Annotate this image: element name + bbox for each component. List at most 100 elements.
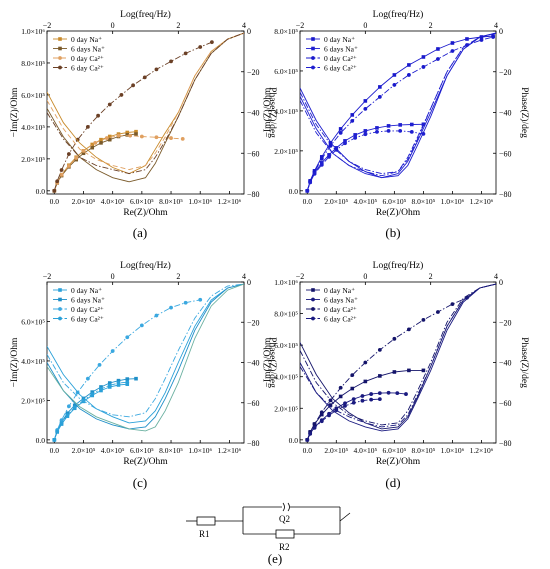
data-point-circle [107,102,112,107]
data-point-square [99,141,103,145]
y2-tick-label: −60 [499,399,512,408]
x-tick-label: 4.0×10⁵ [353,446,377,455]
x2-tick-label: 4 [242,272,246,281]
data-point-circle [66,152,71,156]
x2-tick-label: 2 [429,21,433,30]
x-tick-label: 8.0×10⁵ [159,197,183,206]
data-point-square [421,368,426,373]
y2-tick-label: −20 [247,68,260,77]
data-point-circle [154,67,159,72]
x2-tick-label: 2 [429,272,433,281]
data-point-square [363,379,368,384]
resistor-r1 [196,516,216,526]
data-point-circle [96,113,100,118]
x2-tick-label: −2 [43,21,52,30]
data-point-circle [139,134,144,139]
legend-swatch-marker [58,316,62,321]
x-tick-label: 6.0×10⁵ [130,197,154,206]
data-point-circle [450,302,455,306]
data-point-square [386,124,391,128]
data-point-circle [74,156,79,160]
series-group [47,283,244,442]
data-point-circle [327,154,331,159]
y-tick-label: 8.0×10⁵ [274,27,298,36]
y-tick-label: 0.0 [36,436,46,445]
data-point-circle [377,347,382,352]
data-point-circle [377,391,382,396]
legend-swatch-marker [311,316,315,321]
data-point-circle [338,130,343,135]
data-point-circle [125,335,130,340]
x-tick-label: 0.0 [50,197,60,206]
y2-tick-label: −80 [499,439,512,448]
data-point-circle [343,401,347,406]
legend-swatch-marker [311,65,315,70]
data-point-square [125,377,130,381]
legend-label: 0 day Ca²⁺ [71,54,104,63]
x2-tick-label: 2 [176,272,180,281]
label-q2: Q2 [279,514,290,524]
data-point-square [334,146,339,150]
data-point-circle [52,437,57,442]
data-point-circle [142,75,147,80]
data-point-circle [169,305,173,310]
legend-swatch-marker [58,56,62,60]
panel-label: (b) [385,225,400,240]
y-axis-title: −Im(Z)/Ohm [262,87,273,137]
data-point-circle [65,413,70,418]
y2-axis-title: Phase(Z)/deg [267,87,278,138]
data-point-square [72,403,77,408]
x-tick-label: 1.2×10⁶ [470,446,494,455]
label-r2: R2 [279,542,290,552]
data-point-circle [392,83,397,87]
data-point-circle [369,392,374,396]
x2-axis-title: Log(freq/Hz) [120,9,171,20]
y-tick-label: 0.0 [289,436,299,445]
data-point-circle [363,107,368,111]
data-point-square [134,129,138,134]
x2-tick-label: −2 [296,21,305,30]
data-point-circle [404,392,408,396]
data-point-circle [198,45,203,49]
series-group [47,32,244,193]
data-point-circle [369,397,374,402]
nyquist-curve [53,41,213,191]
data-point-square [81,151,86,156]
x-axis-title: Re(Z)/Ohm [376,456,421,467]
data-point-circle [479,38,484,42]
data-point-circle [360,394,365,398]
phase-curve [47,32,244,175]
phase-curve [300,283,496,430]
data-point-square [409,122,414,127]
x-tick-label: 2.0×10⁵ [72,446,96,455]
data-point-circle [351,397,356,402]
data-point-square [319,155,324,159]
legend-swatch-marker [58,37,62,41]
phase-curve [47,283,244,430]
x-tick-label: 4.0×10⁵ [353,197,377,206]
y-tick-label: 4.0×10⁵ [21,357,45,366]
data-point-circle [450,49,455,53]
legend-label: 6 day Ca²⁺ [324,64,357,73]
y-tick-label: 2.0×10⁵ [274,147,298,156]
data-point-circle [386,390,391,395]
legend-label: 6 days Na⁺ [71,45,105,54]
data-point-square [125,133,130,137]
data-point-circle [110,349,115,353]
series-group [300,283,496,442]
legend-swatch-marker [311,37,315,41]
data-point-circle [55,429,60,434]
data-point-circle [350,373,355,378]
x-tick-label: 1.2×10⁶ [218,446,242,455]
data-point-circle [338,385,343,390]
data-point-circle [55,179,60,184]
data-point-circle [59,172,64,177]
data-point-square [328,141,333,145]
data-point-square [65,411,70,416]
data-point-circle [319,419,324,424]
x-tick-label: 1.2×10⁶ [218,197,242,206]
data-point-circle [139,323,144,328]
data-point-circle [116,381,121,385]
legend-swatch-marker [58,46,62,51]
y-tick-label: 1.0×10⁶ [274,278,298,287]
